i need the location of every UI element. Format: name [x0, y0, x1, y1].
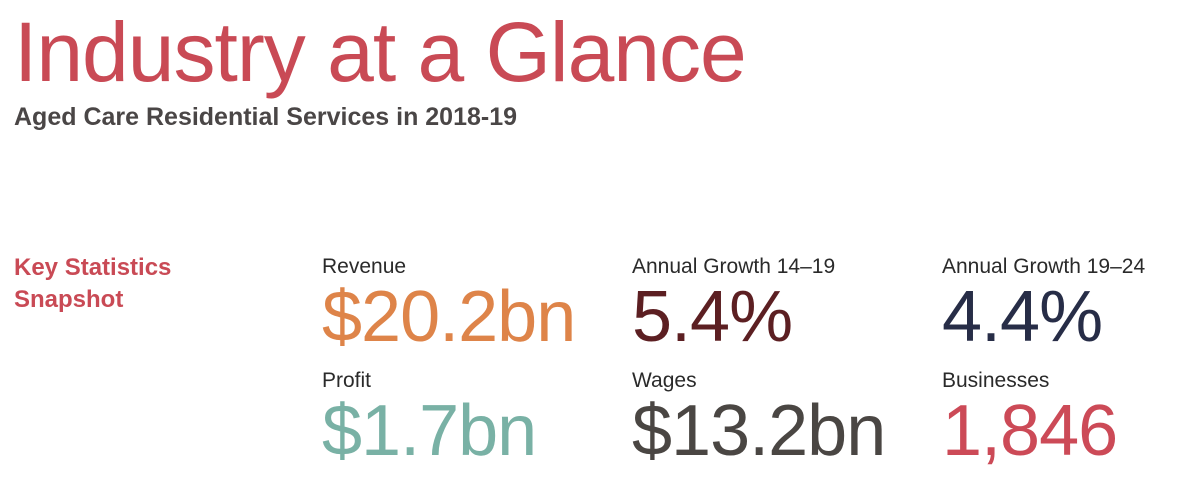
- stat-value: 4.4%: [942, 277, 1103, 357]
- stat-value: 5.4%: [632, 277, 793, 357]
- page-subtitle: Aged Care Residential Services in 2018-1…: [14, 103, 518, 131]
- stat-label: Businesses: [942, 369, 1050, 392]
- stat-label: Revenue: [322, 255, 407, 278]
- section-heading-line2: Snapshot: [14, 286, 124, 313]
- stat-businesses: Businesses 1,846: [942, 368, 1118, 471]
- stat-value: 1,846: [942, 391, 1118, 471]
- stat-label: Wages: [632, 369, 697, 392]
- stat-revenue: Revenue $20.2bn: [322, 254, 576, 357]
- stat-wages: Wages $13.2bn: [632, 368, 886, 471]
- section-heading-line1: Key Statistics: [14, 254, 172, 281]
- stat-growth-19-24: Annual Growth 19–24 4.4%: [942, 254, 1145, 354]
- page-title: Industry at a Glance: [14, 5, 747, 99]
- stat-value: $13.2bn: [632, 391, 886, 471]
- section-heading: Key Statistics Snapshot: [14, 252, 171, 316]
- stat-value: $20.2bn: [322, 277, 576, 357]
- stat-value: $1.7bn: [322, 391, 537, 471]
- stat-label: Profit: [322, 369, 372, 392]
- stat-label: Annual Growth 19–24: [942, 255, 1146, 278]
- stat-label: Annual Growth 14–19: [632, 255, 836, 278]
- stat-profit: Profit $1.7bn: [322, 368, 537, 471]
- stat-growth-14-19: Annual Growth 14–19 5.4%: [632, 254, 835, 354]
